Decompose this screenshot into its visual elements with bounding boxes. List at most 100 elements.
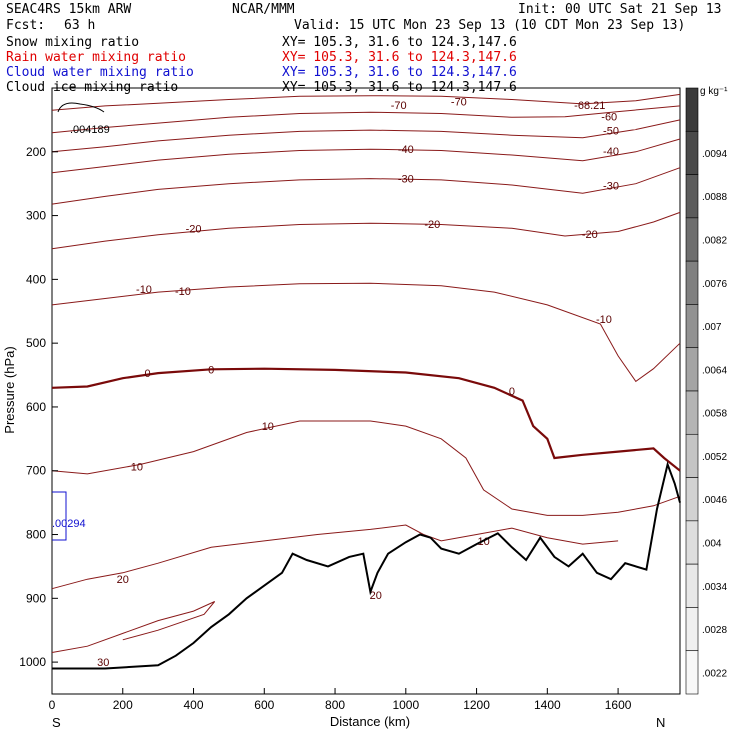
org-label: NCAR/MMM xyxy=(232,2,295,17)
contour-label: -10 xyxy=(596,314,612,326)
y-tick-label: 400 xyxy=(26,272,46,286)
y-tick-label: 200 xyxy=(26,145,46,159)
terrain-profile xyxy=(52,460,681,670)
colorbar-tick-label: .004 xyxy=(702,539,722,550)
contour-label: 10 xyxy=(131,461,143,473)
colorbar-swatch xyxy=(685,347,699,392)
y-axis-ticks: 200 300 400 500 600 700 800 900 1000 xyxy=(19,145,58,669)
colorbar-tick-label: .0082 xyxy=(702,236,727,247)
colorbar-swatch xyxy=(685,650,699,695)
contour-label: -40 xyxy=(603,146,619,158)
contour-label: -30 xyxy=(603,181,619,193)
north-label: N xyxy=(656,715,665,730)
x-axis-title: Distance (km) xyxy=(330,714,410,729)
contour-label: -20 xyxy=(186,223,202,235)
colorbar-swatch xyxy=(685,260,699,305)
contour-label: 0 xyxy=(509,386,515,398)
field-xy-rain: XY= 105.3, 31.6 to 124.3,147.6 xyxy=(282,50,517,65)
contour-label: -30 xyxy=(398,174,414,186)
contour-label: -60 xyxy=(601,112,617,124)
x-tick-label: 400 xyxy=(184,698,204,712)
snow-contour xyxy=(57,102,105,113)
x-tick-label: 0 xyxy=(49,698,56,712)
colorbar-swatch xyxy=(685,433,699,478)
contour-label: -70 xyxy=(391,100,407,112)
contour-line-m20 xyxy=(51,211,681,250)
colorbar-tick-label: .0034 xyxy=(702,582,727,593)
field-name-cloud-water: Cloud water mixing ratio xyxy=(6,65,194,80)
contour-label: 30 xyxy=(97,657,109,669)
x-tick-label: 1600 xyxy=(605,698,632,712)
x-tick-label: 200 xyxy=(113,698,133,712)
y-axis-title: Pressure (hPa) xyxy=(2,346,17,433)
cloud-water-label: .00294 xyxy=(52,518,86,530)
contour-label: -20 xyxy=(424,219,440,231)
contour-line-m70 xyxy=(51,93,681,111)
contour-line-m50 xyxy=(51,119,681,153)
colorbar-tick-label: .0046 xyxy=(702,495,727,506)
colorbar-swatch xyxy=(685,304,699,349)
contour-line-20 xyxy=(51,524,619,590)
x-tick-label: 800 xyxy=(325,698,345,712)
contour-label: 20 xyxy=(117,574,129,586)
colorbar-tick-label: .007 xyxy=(702,322,722,333)
field-xy-snow: XY= 105.3, 31.6 to 124.3,147.6 xyxy=(282,35,517,50)
contour-label: -20 xyxy=(582,229,598,241)
temperature-contours xyxy=(51,93,681,653)
colorbar-tick-label: .0058 xyxy=(702,409,727,420)
colorbar-tick-label: .0028 xyxy=(702,625,727,636)
x-tick-label: 1200 xyxy=(463,698,490,712)
contour-line-m60 xyxy=(51,105,681,134)
contour-labels: -70 -70 -68.21-60 -50 -40 -40 -30 -30 -20 -20 -20 -… xyxy=(97,96,619,669)
colorbar-tick-label: .0076 xyxy=(702,279,727,290)
contour-label: 0 xyxy=(144,368,150,380)
field-name-rain: Rain water mixing ratio xyxy=(6,50,187,65)
contour-line-10 xyxy=(51,420,681,516)
colorbar-tick-label: .0094 xyxy=(702,149,727,160)
x-tick-label: 1000 xyxy=(392,698,419,712)
colorbar-swatch xyxy=(685,477,699,522)
contour-line-m10 xyxy=(51,282,681,383)
colorbar-tick-label: .0052 xyxy=(702,452,727,463)
contour-line-30 xyxy=(51,601,216,653)
forecast-label: Fcst: xyxy=(6,18,46,33)
contour-label: 20 xyxy=(370,590,382,602)
contour-label: -10 xyxy=(136,284,152,296)
y-tick-label: 900 xyxy=(26,591,46,605)
colorbar-swatch xyxy=(685,390,699,435)
south-label: S xyxy=(52,715,61,730)
contour-label: -40 xyxy=(398,144,414,156)
field-xy-cloud-water: XY= 105.3, 31.6 to 124.3,147.6 xyxy=(282,65,517,80)
colorbar-tick-label: .0064 xyxy=(702,365,727,376)
contour-label: -10 xyxy=(175,286,191,298)
contour-label: -50 xyxy=(603,126,619,138)
y-tick-label: 500 xyxy=(26,336,46,350)
colorbar-swatch xyxy=(685,174,699,219)
colorbar-swatch xyxy=(685,217,699,262)
contour-label: -68.21 xyxy=(574,100,605,112)
contour-line-m40 xyxy=(51,138,681,174)
colorbar-tick-label: .0088 xyxy=(702,192,727,203)
contour-line-0 xyxy=(51,367,681,472)
colorbar-tick-label: .0022 xyxy=(702,668,727,679)
contour-label: 0 xyxy=(208,364,214,376)
contour-label: 10 xyxy=(262,421,274,433)
colorbar-swatch xyxy=(685,563,699,608)
y-tick-label: 600 xyxy=(26,400,46,414)
colorbar-swatch xyxy=(685,87,699,132)
y-tick-label: 700 xyxy=(26,464,46,478)
model-title: SEAC4RS 15km ARW xyxy=(6,2,132,17)
init-time: Init: 00 UTC Sat 21 Sep 13 xyxy=(518,2,722,17)
x-axis-ticks: 0 200 400 600 800 1000 1200 1400 1600 xyxy=(49,688,632,712)
contour-label: -70 xyxy=(451,96,467,108)
colorbar-swatch xyxy=(685,520,699,565)
y-tick-label: 800 xyxy=(26,528,46,542)
y-tick-label: 300 xyxy=(26,209,46,223)
contour-line-m30 xyxy=(51,167,681,205)
colorbar-unit: g kg⁻¹ xyxy=(700,86,728,97)
valid-time: Valid: 15 UTC Mon 23 Sep 13 (10 CDT Mon … xyxy=(294,18,686,33)
colorbar-swatch xyxy=(685,607,699,652)
forecast-value: 63 h xyxy=(64,18,96,33)
terrain-line xyxy=(52,460,681,670)
